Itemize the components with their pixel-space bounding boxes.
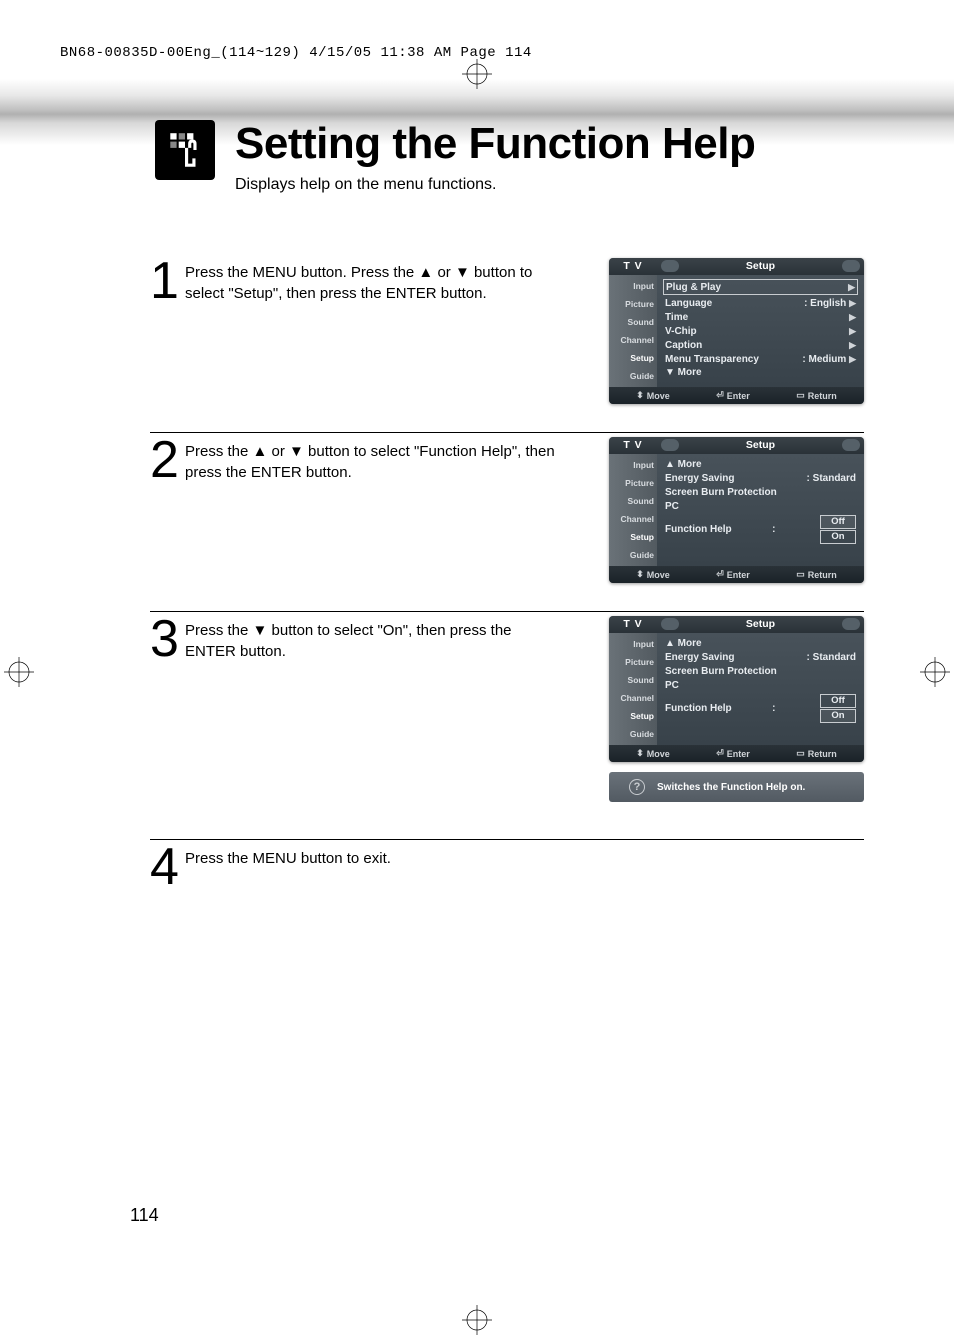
step-text: Press the MENU button to exit. bbox=[185, 844, 555, 869]
step-1: 1 Press the MENU button. Press the ▲ or … bbox=[150, 254, 864, 404]
tv-screenshot-2: T V Setup Input Picture Sound Channel Se… bbox=[609, 437, 864, 583]
tv-screenshot-1: T V Setup Input Picture Sound Channel Se… bbox=[609, 258, 864, 404]
step-4: 4 Press the MENU button to exit. bbox=[150, 839, 864, 891]
tv-header-left: T V bbox=[609, 258, 657, 275]
tv-main: Plug & Play ▶Language: English ▶Time ▶V-… bbox=[657, 275, 864, 387]
page-number: 114 bbox=[130, 1205, 159, 1226]
step-text: Press the ▲ or ▼ button to select "Funct… bbox=[185, 437, 555, 483]
step-number: 4 bbox=[150, 844, 185, 891]
step-text: Press the MENU button. Press the ▲ or ▼ … bbox=[185, 258, 555, 304]
tv-header-right: Setup bbox=[657, 258, 864, 275]
registration-mark-icon bbox=[920, 657, 950, 687]
page-title: Setting the Function Help bbox=[235, 122, 755, 166]
step-2: 2 Press the ▲ or ▼ button to select "Fun… bbox=[150, 432, 864, 583]
tv-screenshot-3: T V Setup Input Picture Sound Channel Se… bbox=[609, 616, 864, 762]
crop-header: BN68-00835D-00Eng_(114~129) 4/15/05 11:3… bbox=[60, 45, 532, 61]
help-text: Switches the Function Help on. bbox=[657, 782, 805, 793]
step-number: 1 bbox=[150, 258, 185, 305]
tv-sidebar: Input Picture Sound Channel Setup Guide bbox=[609, 275, 657, 387]
step-number: 2 bbox=[150, 437, 185, 484]
page-subtitle: Displays help on the menu functions. bbox=[235, 176, 755, 194]
step-number: 3 bbox=[150, 616, 185, 663]
registration-mark-icon bbox=[462, 59, 492, 89]
registration-mark-icon bbox=[4, 657, 34, 687]
help-strip: ? Switches the Function Help on. bbox=[609, 772, 864, 802]
step-text: Press the ▼ button to select "On", then … bbox=[185, 616, 555, 662]
tv-footer: ⬍ Move ⏎ Enter ▭ Return bbox=[609, 387, 864, 404]
step-3: 3 Press the ▼ button to select "On", the… bbox=[150, 611, 864, 811]
help-icon: ? bbox=[629, 779, 645, 795]
section-icon bbox=[155, 120, 215, 180]
